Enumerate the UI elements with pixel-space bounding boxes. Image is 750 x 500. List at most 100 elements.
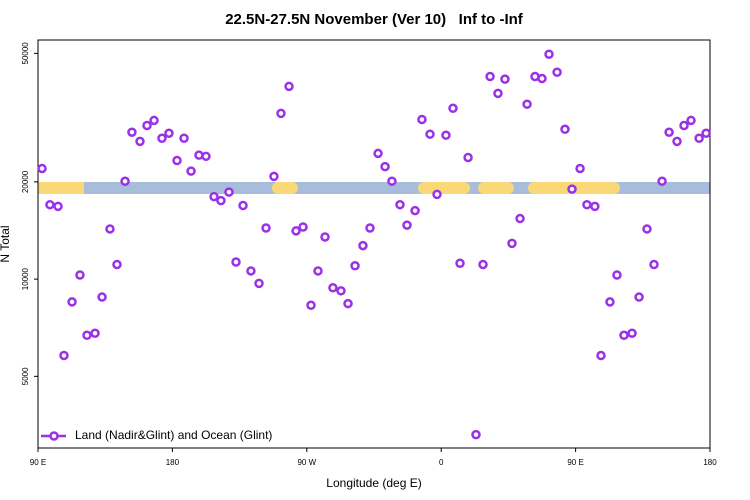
data-point: [582, 199, 592, 210]
land-strip: [272, 182, 298, 194]
data-point: [224, 187, 234, 197]
data-point: [201, 151, 211, 162]
data-point: [358, 240, 368, 251]
data-point: [402, 220, 412, 230]
data-point: [596, 350, 606, 361]
land-strip: [38, 182, 84, 194]
data-point: [246, 266, 256, 276]
data-point: [649, 259, 659, 270]
data-point: [67, 297, 77, 307]
data-point: [284, 81, 294, 92]
data-point: [672, 136, 682, 147]
data-point: [507, 238, 517, 249]
data-point: [471, 429, 481, 440]
y-tick-label: 10000: [21, 267, 30, 290]
data-point: [679, 120, 689, 131]
data-point: [186, 166, 196, 176]
data-point: [627, 328, 637, 338]
data-point: [82, 330, 92, 341]
data-point: [387, 176, 397, 186]
data-point: [544, 49, 554, 59]
x-tick-label: 180: [703, 458, 717, 467]
data-point: [567, 184, 577, 194]
data-point: [164, 128, 174, 138]
x-tick-label: 180: [166, 458, 180, 467]
map-strip: [38, 182, 710, 194]
data-point: [320, 232, 330, 242]
data-point: [112, 259, 122, 270]
data-point: [522, 99, 532, 109]
data-point: [575, 163, 585, 174]
data-point: [657, 176, 667, 186]
data-point: [395, 199, 405, 210]
data-point: [172, 155, 182, 166]
data-point: [231, 257, 241, 267]
data-point: [365, 223, 375, 233]
land-strip: [418, 182, 470, 194]
land-strip: [478, 182, 514, 194]
y-axis-label: N Total: [0, 225, 12, 262]
data-point: [269, 171, 279, 182]
data-point: [380, 161, 390, 172]
data-point: [37, 163, 47, 174]
y-tick-label: 20000: [21, 170, 30, 193]
data-point: [45, 199, 55, 210]
x-axis-label: Longitude (deg E): [326, 476, 421, 490]
data-point: [373, 148, 383, 159]
data-point: [410, 205, 420, 216]
data-point: [590, 201, 600, 212]
data-point: [441, 130, 451, 140]
x-tick-label: 0: [439, 458, 444, 467]
data-point: [560, 124, 570, 135]
data-point: [53, 201, 63, 212]
legend-label: Land (Nadir&Glint) and Ocean (Glint): [75, 428, 272, 442]
data-point: [306, 300, 316, 311]
data-point: [448, 103, 458, 114]
data-point: [694, 133, 704, 144]
data-point: [417, 114, 427, 125]
data-point: [605, 297, 615, 307]
x-tick-label: 90 E: [567, 458, 583, 467]
data-point: [336, 286, 346, 296]
data-point: [686, 115, 696, 126]
data-point: [634, 292, 644, 302]
data-point: [59, 350, 69, 361]
data-point: [642, 224, 652, 234]
data-point: [537, 73, 547, 84]
x-tick-label: 90 E: [30, 458, 46, 467]
data-point: [90, 328, 100, 338]
data-point: [701, 128, 711, 138]
data-point: [105, 224, 115, 234]
data-point: [261, 223, 271, 233]
data-point: [149, 115, 159, 126]
data-point: [298, 222, 308, 232]
data-point: [619, 330, 629, 341]
data-point: [455, 258, 465, 268]
data-point: [179, 133, 189, 144]
data-point: [75, 270, 85, 280]
data-point: [343, 298, 353, 309]
chart-title: 22.5N-27.5N November (Ver 10) Inf to -In…: [225, 11, 524, 28]
data-point: [209, 191, 219, 202]
data-point: [291, 226, 301, 236]
data-point: [120, 176, 130, 186]
plot-frame: [37, 39, 711, 449]
data-point: [500, 74, 510, 84]
y-tick-label: 50000: [21, 42, 30, 65]
data-point: [350, 261, 360, 271]
data-point: [664, 127, 674, 137]
data-point: [313, 266, 323, 276]
y-tick-label: 5000: [21, 367, 30, 385]
data-point: [135, 136, 145, 147]
x-tick-label: 90 W: [297, 458, 316, 467]
data-point: [612, 270, 622, 280]
data-point: [97, 292, 107, 302]
data-point: [127, 127, 137, 137]
legend-marker: [49, 431, 59, 441]
data-point: [157, 133, 167, 144]
data-point: [478, 259, 488, 270]
data-point: [216, 195, 226, 206]
data-point: [485, 71, 495, 82]
data-point: [328, 283, 338, 293]
